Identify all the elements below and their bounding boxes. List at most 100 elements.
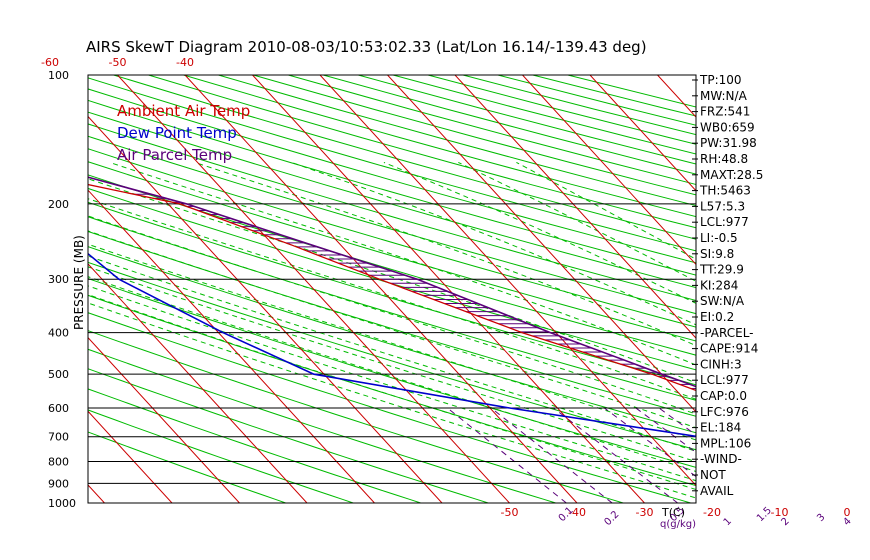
side-panel-value: LI:-0.5 (700, 231, 738, 245)
temp-unit-label: T(C) (661, 506, 685, 519)
sounding-profiles (88, 176, 696, 438)
side-panel-value: -PARCEL- (700, 326, 754, 340)
side-panel-value: LCL:977 (700, 373, 749, 387)
dry-adiabat-line (148, 75, 696, 229)
isotherm-line (860, 75, 870, 503)
dry-adiabat-line (88, 348, 556, 503)
isotherm-line (117, 75, 510, 503)
mixing-ratio-line (658, 407, 696, 436)
dry-adiabat-line (88, 278, 696, 468)
dry-adiabat-line (88, 246, 696, 434)
isotherm-line (387, 75, 696, 413)
legend-air-parcel-temp: Air Parcel Temp (117, 146, 232, 164)
dry-adiabat-line (358, 75, 696, 165)
side-panel-value: MW:N/A (700, 89, 748, 103)
dry-adiabat-line (88, 148, 696, 328)
side-panel-value: CINH:3 (700, 357, 742, 371)
mixing-ratio-line (754, 408, 870, 503)
isotherm-line (522, 75, 696, 266)
dry-adiabat-line (88, 123, 696, 302)
side-panel-value: NOT (700, 468, 726, 482)
side-panel-value: CAPE:914 (700, 342, 758, 356)
legend-dew-point-temp: Dew Point Temp (117, 124, 237, 142)
dry-adiabat-line (88, 388, 421, 503)
dry-adiabat-line (88, 187, 696, 371)
pressure-tick-label: 600 (48, 402, 69, 415)
isotherm-line (88, 189, 375, 503)
dry-adiabat-line (88, 409, 354, 503)
mixing-ratio-tick-label: 2 (779, 516, 791, 528)
dry-adiabat-line (462, 75, 696, 136)
dewpoint-profile (88, 252, 696, 438)
moist-adiabat-line (88, 302, 696, 499)
side-panel-value: KI:284 (700, 278, 738, 292)
y-axis-label: PRESSURE (MB) (72, 235, 86, 330)
side-panel-value: EL:184 (700, 421, 741, 435)
isotherm-line (88, 410, 173, 503)
dry-adiabat-line (88, 88, 696, 264)
mixing-ratio-tick-label: 3 (815, 512, 827, 524)
top-isotherm-tick-labels: -120-110-100-90-80-70-60-50-40 (41, 56, 194, 69)
isotherm-line (252, 75, 645, 503)
side-panel-value: LCL:977 (700, 215, 749, 229)
pressure-tick-label: 1000 (48, 497, 76, 510)
mixing-ratio-line (490, 407, 613, 503)
mixing-ratio-unit-label: q(g/kg) (660, 519, 696, 530)
pressure-tick-label: 500 (48, 368, 69, 381)
mixing-ratio-line (802, 408, 870, 503)
side-panel-value: RH:48.8 (700, 152, 748, 166)
dry-adiabat-line (88, 294, 696, 487)
side-panel-value: PW:31.98 (700, 136, 757, 150)
legend: Ambient Air Temp Dew Point Temp Air Parc… (117, 102, 250, 164)
ambient-temp-profile (88, 183, 696, 392)
mixing-ratio-line (781, 408, 870, 503)
isotherm-line (589, 75, 696, 192)
side-panel-value: TT:29.9 (699, 263, 744, 277)
side-panel-value: L57:5.3 (700, 199, 745, 213)
moist-adiabat-line (88, 294, 696, 491)
pressure-tick-label: 200 (48, 198, 69, 211)
dry-adiabat-line (88, 330, 624, 503)
side-panel-value: -WIND- (700, 452, 742, 466)
mixing-ratio-line (553, 407, 678, 503)
pressure-tick-label: 100 (48, 69, 69, 82)
side-panel-value: CAP:0.0 (700, 389, 747, 403)
dry-adiabat-line (88, 368, 489, 503)
pressure-tick-label: 400 (48, 327, 69, 340)
side-panel-value: EI:0.2 (700, 310, 734, 324)
isotherm-line (454, 75, 696, 339)
pressure-tick-label: 900 (48, 477, 69, 490)
isotherm-line (88, 336, 240, 503)
isotherm-line (184, 75, 578, 503)
top-isotherm-tick-label: -60 (41, 56, 59, 69)
dry-adiabat-line (88, 135, 696, 315)
dry-adiabat-line (88, 312, 691, 503)
mixing-ratio-line (447, 407, 567, 503)
pressure-tick-label: 300 (48, 273, 69, 286)
mixing-ratio-line (842, 408, 870, 503)
dry-adiabat-line (88, 201, 696, 386)
moist-adiabat-line (88, 285, 696, 482)
side-panel-value: TH:5463 (699, 184, 751, 198)
isotherm-line (88, 115, 443, 503)
parcel-temp-profile (88, 176, 696, 388)
bottom-isotherm-tick-labels: -50-40-30-20-1001020 (501, 506, 851, 519)
top-isotherm-tick-label: -50 (109, 56, 127, 69)
dry-adiabat-line (392, 75, 696, 155)
dry-adiabat-line (88, 161, 696, 342)
dry-adiabat-line (88, 431, 286, 503)
isotherm-line (0, 75, 37, 503)
dry-adiabat-line (288, 75, 696, 185)
pressure-tick-label: 700 (48, 431, 69, 444)
mixing-ratio-tick-label: 0.2 (603, 509, 622, 528)
dry-adiabat-line (88, 99, 696, 276)
side-panel-value: MAXT:28.5 (700, 168, 763, 182)
side-panel-value: LFC:976 (700, 405, 749, 419)
isotherms (0, 75, 870, 503)
dry-adiabat-line (88, 111, 696, 289)
bottom-isotherm-tick-label: -50 (501, 506, 519, 519)
mixing-ratio-line (820, 408, 870, 503)
bottom-isotherm-tick-label: -30 (636, 506, 654, 519)
bottom-isotherm-tick-label: -20 (703, 506, 721, 519)
bottom-isotherm-tick-label: 0 (843, 506, 850, 519)
